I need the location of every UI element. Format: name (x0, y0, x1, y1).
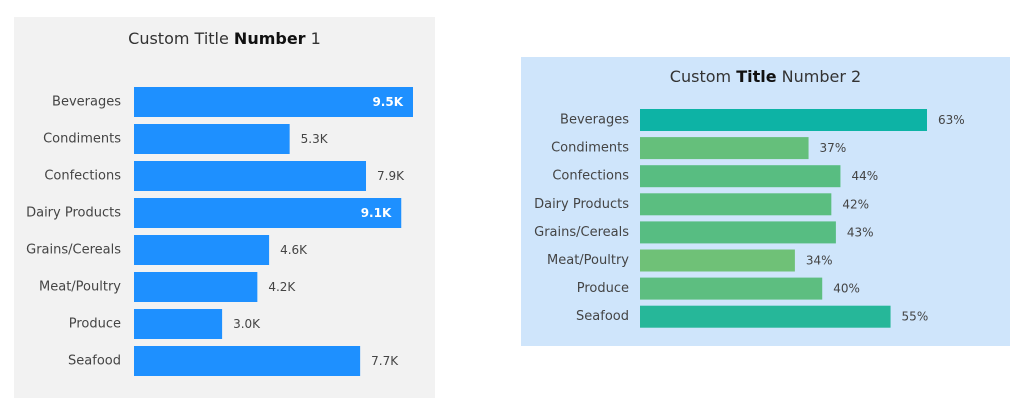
data-label: 3.0K (233, 317, 261, 331)
data-label: 55% (902, 310, 929, 324)
data-label: 7.7K (371, 354, 399, 368)
category-label: Meat/Poultry (39, 280, 121, 295)
category-label: Confections (44, 169, 121, 184)
data-label: 44% (851, 169, 878, 183)
chart-title-1: Custom Title Number 1 (14, 29, 435, 48)
data-label: 34% (806, 254, 833, 268)
bar[interactable] (134, 272, 258, 302)
bar[interactable] (640, 109, 927, 131)
chart-title-2-part-1: Custom (669, 67, 737, 86)
chart-title-1-part-1: Custom Title (128, 29, 234, 48)
chart-title-2: Custom Title Number 2 (521, 67, 1010, 86)
bar-chart-1: Beverages 9.5K Condiments 5.3K Confections 7.… (26, 87, 413, 376)
data-label: 9.5K (372, 95, 403, 109)
data-label: 4.6K (280, 243, 308, 257)
bar[interactable] (640, 137, 809, 160)
data-label: 7.9K (377, 169, 405, 183)
bar-chart-2: Beverages 63% Condiments 37% Confections 44% D… (534, 109, 965, 328)
category-label: Condiments (551, 141, 629, 156)
data-label: 4.2K (268, 280, 296, 294)
category-label: Condiments (43, 132, 121, 147)
bar[interactable] (134, 235, 270, 265)
bar[interactable] (640, 193, 832, 216)
bar[interactable] (134, 87, 413, 117)
chart-title-1-part-3: 1 (305, 29, 321, 48)
data-label: 43% (847, 225, 874, 239)
bar[interactable] (640, 305, 891, 328)
data-label: 40% (833, 282, 860, 296)
chart-panel-1: Custom Title Number 1 Beverages 9.5K Condi… (14, 17, 435, 398)
category-label: Grains/Cereals (534, 225, 629, 240)
category-label: Confections (552, 169, 629, 184)
data-label: 37% (820, 141, 847, 155)
chart-title-2-part-3: Number 2 (776, 67, 862, 86)
category-label: Dairy Products (26, 206, 121, 221)
category-label: Meat/Poultry (547, 253, 629, 268)
category-label: Beverages (52, 95, 121, 110)
data-label: 63% (938, 113, 965, 127)
bar[interactable] (640, 221, 836, 244)
category-label: Produce (69, 317, 121, 332)
chart-title-1-part-2: Number (233, 29, 306, 48)
category-label: Seafood (576, 309, 629, 324)
category-label: Grains/Cereals (26, 243, 121, 258)
data-label: 5.3K (301, 132, 329, 146)
bar[interactable] (640, 165, 841, 188)
data-label: 9.1K (361, 206, 392, 220)
category-label: Seafood (68, 354, 121, 369)
chart-title-2-part-2: Title (736, 67, 777, 86)
category-label: Dairy Products (534, 197, 629, 212)
bar[interactable] (134, 124, 290, 154)
bar[interactable] (640, 249, 795, 272)
bar[interactable] (134, 346, 361, 376)
chart-panel-2: Custom Title Number 2 Beverages 63% Condim… (521, 57, 1010, 346)
bar[interactable] (640, 277, 823, 300)
category-label: Beverages (560, 113, 629, 128)
category-label: Produce (577, 281, 629, 296)
bar[interactable] (134, 161, 367, 191)
data-label: 42% (842, 197, 869, 211)
bar[interactable] (134, 198, 402, 228)
bar[interactable] (134, 309, 223, 339)
